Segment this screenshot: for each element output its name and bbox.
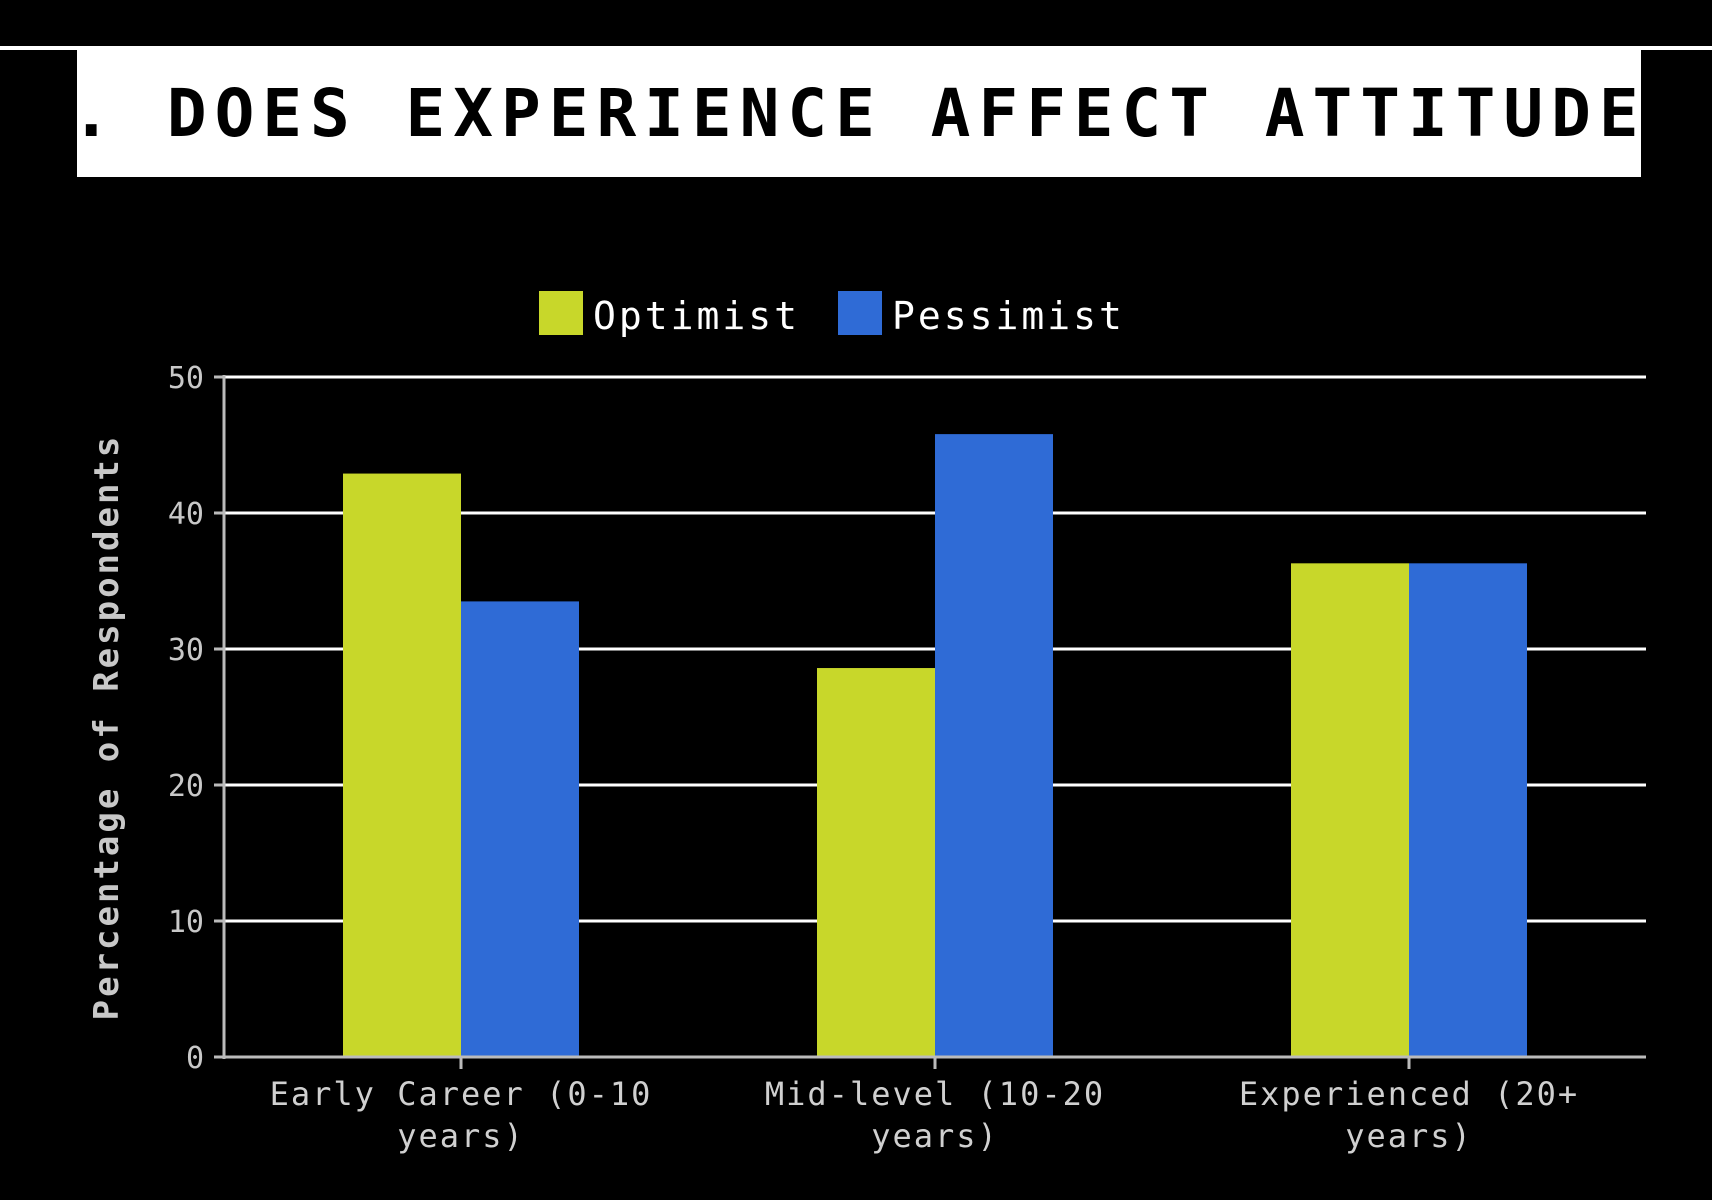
legend-swatch-pessimist (838, 291, 882, 335)
bars (343, 434, 1527, 1057)
title-box: 4. DOES EXPERIENCE AFFECT ATTITUDE? (24, 50, 1686, 177)
y-tick-label-10: 10 (168, 905, 204, 940)
x-tick-label-2-1: years) (1345, 1117, 1473, 1155)
y-tick-label-50: 50 (168, 361, 204, 396)
top-rule (0, 46, 1712, 50)
bar-optimist-1 (817, 668, 935, 1057)
axes (222, 375, 1646, 1069)
y-tick-label-0: 0 (186, 1041, 204, 1076)
legend-swatch-optimist (539, 291, 583, 335)
x-tick-label-0-1: years) (397, 1117, 525, 1155)
y-tick-label-40: 40 (168, 497, 204, 532)
legend: Optimist Pessimist (539, 291, 1125, 338)
x-tick-labels: Early Career (0-10 years) Mid-level (10-20… (270, 1075, 1579, 1155)
bar-optimist-2 (1291, 563, 1409, 1057)
x-tick-label-1-0: Mid-level (10-20 (765, 1075, 1105, 1113)
y-tick-labels: 0 10 20 30 40 50 (168, 361, 204, 1076)
bar-optimist-0 (343, 473, 461, 1057)
x-tick-label-0-0: Early Career (0-10 (270, 1075, 653, 1113)
bar-pessimist-0 (461, 601, 579, 1057)
x-tick-label-2-0: Experienced (20+ (1239, 1075, 1579, 1113)
legend-label-optimist: Optimist (593, 294, 800, 338)
legend-label-pessimist: Pessimist (892, 294, 1125, 338)
y-tick-label-30: 30 (168, 633, 204, 668)
x-tick-label-1-1: years) (871, 1117, 999, 1155)
bar-pessimist-2 (1409, 563, 1527, 1057)
bar-pessimist-1 (935, 434, 1053, 1057)
y-axis-title: Percentage of Respondents (87, 434, 127, 1021)
y-tick-label-20: 20 (168, 769, 204, 804)
chart-title: 4. DOES EXPERIENCE AFFECT ATTITUDE? (23, 75, 1695, 152)
